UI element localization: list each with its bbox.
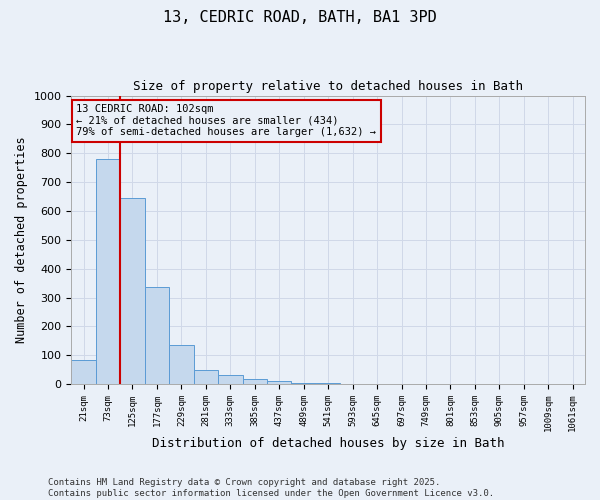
Bar [292, 382, 316, 384]
X-axis label: Distribution of detached houses by size in Bath: Distribution of detached houses by size … [152, 437, 505, 450]
Bar [96, 159, 120, 384]
Text: 13 CEDRIC ROAD: 102sqm
← 21% of detached houses are smaller (434)
79% of semi-de: 13 CEDRIC ROAD: 102sqm ← 21% of detached… [76, 104, 376, 138]
Bar [316, 383, 340, 384]
Bar [169, 345, 194, 384]
Text: Contains HM Land Registry data © Crown copyright and database right 2025.
Contai: Contains HM Land Registry data © Crown c… [48, 478, 494, 498]
Bar [267, 381, 292, 384]
Bar [218, 376, 242, 384]
Bar [242, 379, 267, 384]
Title: Size of property relative to detached houses in Bath: Size of property relative to detached ho… [133, 80, 523, 93]
Bar [120, 198, 145, 384]
Text: 13, CEDRIC ROAD, BATH, BA1 3PD: 13, CEDRIC ROAD, BATH, BA1 3PD [163, 10, 437, 25]
Bar [145, 288, 169, 384]
Y-axis label: Number of detached properties: Number of detached properties [15, 136, 28, 343]
Bar [71, 360, 96, 384]
Bar [194, 370, 218, 384]
